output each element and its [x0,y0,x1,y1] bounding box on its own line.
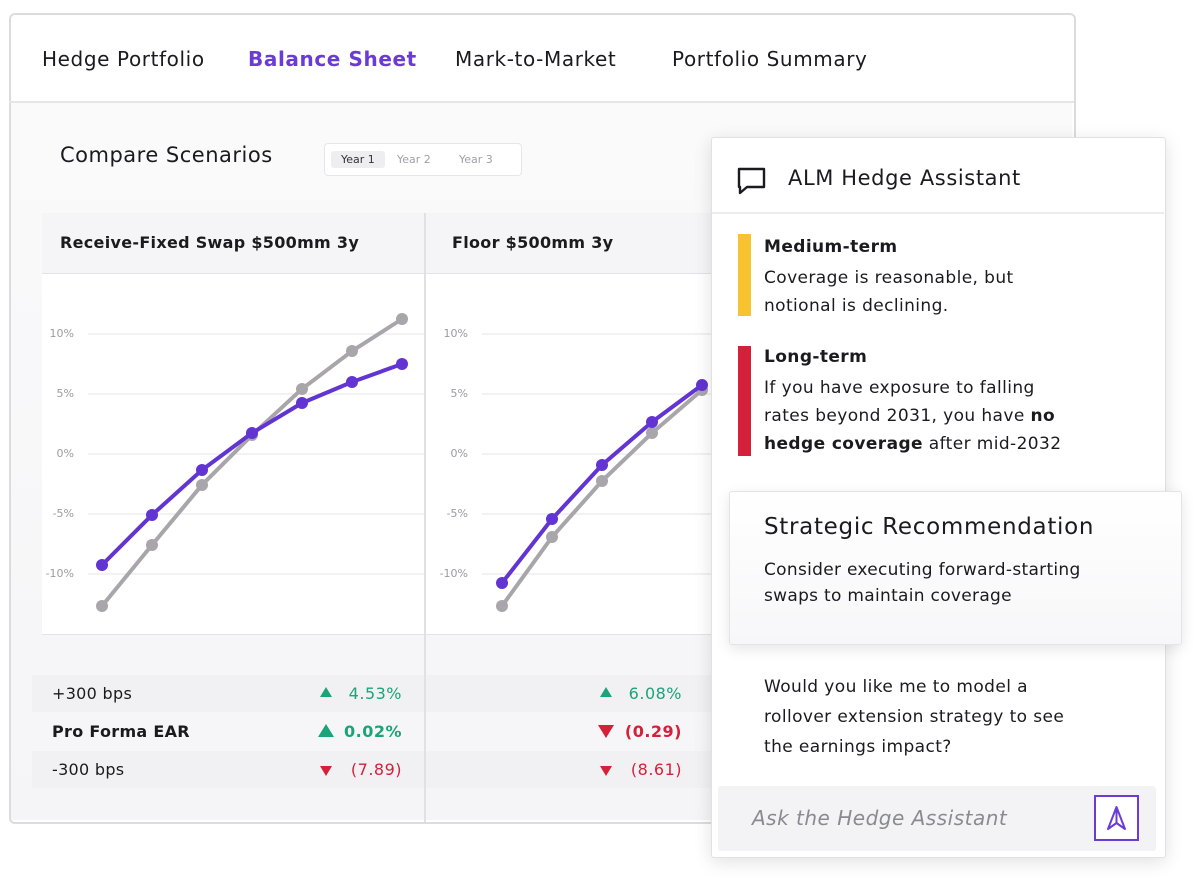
table-row [32,675,424,712]
data-point [296,397,308,409]
data-point [596,475,608,487]
data-point [646,427,658,439]
tab-divider [9,101,1074,103]
row-value: 6.08% [628,684,682,703]
y-tick-label: -10% [440,567,468,580]
year-option[interactable]: Year 2 [397,153,431,166]
panel-divider [424,213,426,822]
send-button[interactable] [1094,795,1139,841]
data-point [146,538,158,551]
data-point [546,513,558,526]
tab-active[interactable]: Balance Sheet [248,47,417,71]
data-point [596,459,608,472]
data-point [146,508,158,521]
up-arrow [320,687,332,697]
y-tick-label: 5% [451,387,468,400]
tab[interactable]: Portfolio Summary [672,47,868,71]
down-arrow [598,725,614,738]
data-point [296,382,308,395]
text-bold: no hedge coverage [764,406,1056,454]
y-tick-label: 10% [50,327,74,340]
data-point [496,600,508,613]
recommendation-title: Strategic Recommendation [764,514,1095,540]
data-point [246,427,258,439]
data-point [96,559,108,571]
row-label: -300 bps [52,760,125,779]
y-tick-label: 10% [444,327,468,340]
panel-header [42,213,425,274]
message-text: Coverage is reasonable, but notional is … [764,264,1044,320]
up-arrow [318,724,334,737]
year-selector: Year 1 Year 2 Year 3 [324,143,522,176]
text: If you have exposure to falling rates be… [764,378,1035,426]
down-arrow [600,766,612,776]
data-point [546,531,558,544]
chat-icon [737,167,766,195]
y-tick-label: -5% [53,507,74,520]
data-point [396,313,408,325]
chart: 10% 5% 0% -5% -10% [440,327,716,613]
y-tick-label: 5% [57,387,74,400]
up-arrow [600,687,612,697]
table-row [426,751,716,788]
row-value: (7.89) [350,760,402,779]
send-icon [1107,806,1126,830]
row-value: (8.61) [630,760,682,779]
data-point [496,577,508,589]
section-title: Compare Scenarios [60,143,273,167]
series-line [100,317,404,608]
data-point [646,415,658,428]
input-placeholder: Ask the Hedge Assistant [752,806,1008,830]
divider [712,212,1164,214]
chat-input[interactable] [718,786,1156,851]
status-bar [738,234,751,316]
year-option[interactable]: Year 3 [459,153,493,166]
tab[interactable]: Hedge Portfolio [42,47,205,71]
assistant-question: Would you like me to model a rollover ex… [764,677,1065,757]
year-option[interactable]: Year 1 [331,151,385,168]
data-point [196,463,208,476]
assistant-title: ALM Hedge Assistant [788,166,1021,190]
tab[interactable]: Mark-to-Market [455,47,617,71]
data-point [196,478,208,491]
status-bar [738,346,751,456]
table-row [32,751,424,788]
recommendation-card [729,491,1182,645]
y-tick-label: 0% [451,447,468,460]
text: after mid-2032 [922,434,1062,454]
down-arrow [320,766,332,776]
text: Coverage is reasonable, but notional is … [764,268,1014,316]
panel-title: Floor $500mm 3y [452,233,614,252]
data-point [346,376,358,388]
table-row [426,675,716,712]
y-tick-label: -10% [46,567,74,580]
message-text: If you have exposure to falling rates be… [764,374,1064,458]
recommendation-text: Consider executing forward-starting swap… [764,560,1081,606]
data-point [396,358,408,370]
row-value: (0.29) [624,722,682,741]
data-point [96,600,108,613]
row-label: +300 bps [52,684,133,703]
message-heading: Medium-term [764,237,898,257]
message-heading: Long-term [764,347,868,367]
data-point [696,379,708,391]
chart: 10% 5% 0% -5% -10% [46,313,425,613]
panel-title: Receive-Fixed Swap $500mm 3y [60,233,360,252]
row-value: 4.53% [348,684,402,703]
data-point [346,345,358,358]
row-label: Pro Forma EAR [52,722,190,741]
y-tick-label: -5% [447,507,468,520]
y-tick-label: 0% [57,447,74,460]
row-value: 0.02% [343,722,402,741]
